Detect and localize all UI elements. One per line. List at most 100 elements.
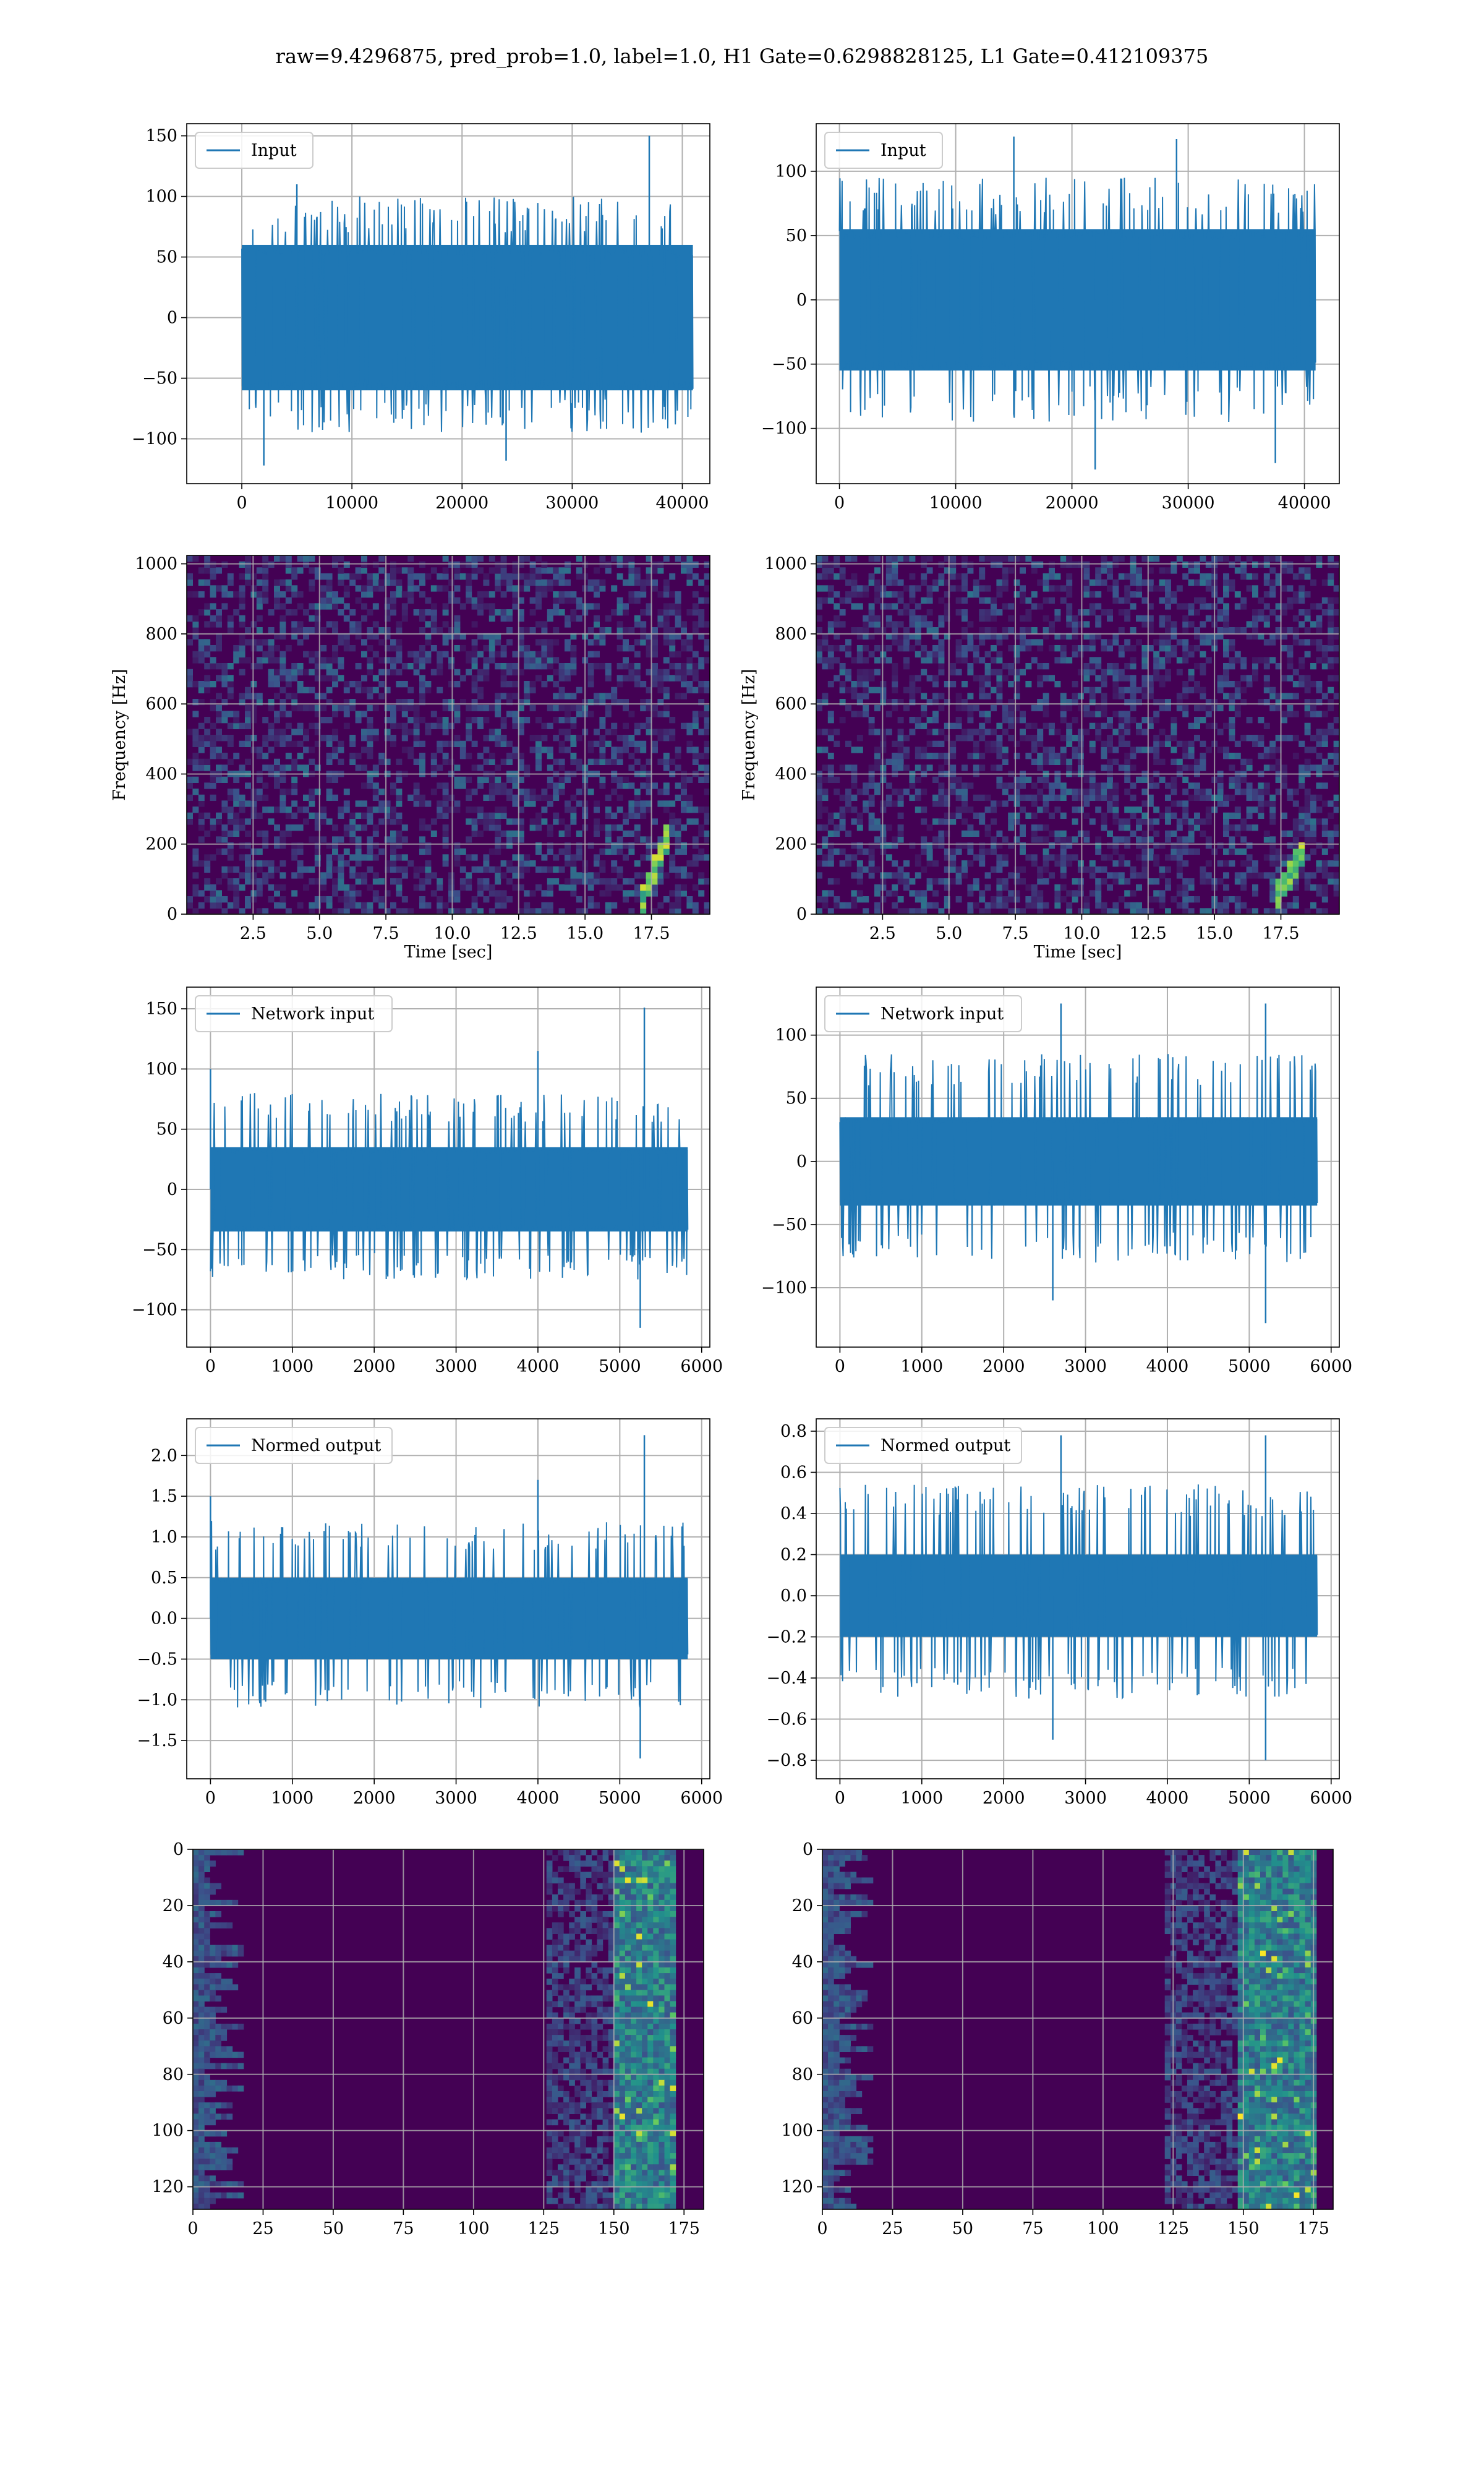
spec-l1-cell [1130, 561, 1136, 568]
spec-h1-cell [384, 818, 391, 825]
spec-h1-cell [495, 711, 501, 717]
spec-l1-cell [1112, 800, 1119, 807]
spec-l1-cell [938, 615, 945, 622]
spec-h1-cell [187, 902, 193, 909]
spec-l1-cell [1275, 789, 1282, 795]
spec-h1-ytick-label: 0 [167, 905, 177, 924]
spec-l1-cell [1043, 800, 1049, 807]
spec-h1-cell [616, 753, 623, 760]
spec-l1-cell [1002, 704, 1009, 711]
spec-l1-cell [1095, 615, 1102, 622]
spec-l1-cell [897, 896, 904, 903]
spec-h1-cell [192, 872, 199, 879]
spec-h1-cell [343, 585, 350, 592]
spec-h1-cell [372, 573, 379, 580]
spec-h1-cell [512, 651, 519, 657]
spec-h1-cell [704, 807, 710, 813]
spec-l1-cell [1089, 639, 1096, 646]
spec-h1-cell [210, 681, 216, 688]
spec-h1-cell [675, 884, 681, 891]
spec-l1-cell [827, 561, 834, 568]
spec-h1-cell [396, 669, 403, 675]
spec-h1-cell [268, 609, 275, 616]
spec-h1-cell [390, 717, 396, 724]
spec-h1-cell [657, 758, 664, 765]
spec-l1-cell [1112, 807, 1119, 813]
spec-l1-cell [868, 848, 875, 855]
spec-h1-cell [437, 902, 443, 909]
spec-l1-cell [885, 567, 892, 574]
spec-h1-cell [466, 789, 472, 795]
spec-h1-cell [326, 585, 333, 592]
spec-h1-cell [355, 711, 362, 717]
spec-h1-cell [611, 609, 618, 616]
spec-h1-cell [611, 585, 618, 592]
spec-h1-cell [303, 609, 309, 616]
spec-h1-cell [291, 800, 298, 807]
spec-l1-cell [827, 830, 834, 837]
spec-h1-cell [227, 663, 234, 670]
spec-l1-cell [950, 567, 957, 574]
spec-l1-cell [827, 842, 834, 849]
spec-l1-cell [1153, 747, 1160, 753]
spec-l1-cell [1165, 812, 1171, 819]
spec-l1-cell [1275, 758, 1282, 765]
spec-l1-cell [1066, 579, 1073, 586]
spec-h1-cell [488, 890, 495, 897]
spec-l1-cell [991, 687, 997, 693]
spec-l1-cell [1066, 609, 1073, 616]
spec-l1-cell [1316, 735, 1323, 742]
spec-l1-cell [1008, 663, 1015, 670]
spec-l1-cell [1124, 591, 1131, 598]
spec-l1-cell [1054, 753, 1061, 760]
spec-l1-cell [1287, 567, 1294, 574]
spec-l1-cell [892, 753, 898, 760]
spec-h1-cell [570, 633, 577, 640]
spec-h1-cell [245, 758, 251, 765]
spec-h1-cell [529, 579, 536, 586]
spec-l1-cell [1188, 830, 1195, 837]
spec-l1-cell [932, 675, 939, 682]
spec-h1-cell [488, 908, 495, 914]
spec-h1-cell [541, 807, 548, 813]
spec-l1-cell [1287, 794, 1294, 801]
spec-h1-cell [454, 908, 461, 914]
spec-h1-cell [477, 704, 484, 711]
spec-l1-cell [1141, 663, 1148, 670]
spec-h1-cell [279, 711, 286, 717]
spec-h1-cell [332, 627, 338, 634]
spec-h1-cell [279, 807, 286, 813]
spec-h1-cell [338, 884, 344, 891]
spec-l1-cell [1107, 908, 1113, 914]
spec-l1-cell [1013, 740, 1020, 747]
spec-l1-cell [903, 764, 910, 771]
spec-h1-cell [599, 860, 606, 867]
spec-h1-cell [616, 627, 623, 634]
spec-l1-cell [1066, 908, 1073, 914]
spec-l1-cell [1130, 603, 1136, 610]
spec-l1-cell [979, 675, 986, 682]
spec-l1-cell [944, 567, 950, 574]
spec-l1-cell [1020, 591, 1026, 598]
spec-l1-cell [827, 860, 834, 867]
spec-h1-cell [332, 824, 338, 831]
spec-l1-cell [1275, 908, 1282, 914]
spec-l1-cell [1008, 704, 1015, 711]
spec-l1-cell [1223, 603, 1229, 610]
spec-l1-cell [822, 807, 829, 813]
spec-h1-cell [274, 657, 280, 664]
spec-h1-ytick-label: 600 [145, 695, 177, 714]
spec-h1-cell [332, 681, 338, 688]
spec-l1-cell [1089, 591, 1096, 598]
spec-h1-cell [303, 669, 309, 675]
spec-l1-cell [1124, 699, 1131, 706]
spec-l1-cell [950, 740, 957, 747]
spec-h1-cell [506, 836, 513, 843]
spec-l1-cell [1217, 627, 1224, 634]
spec-h1-cell [291, 609, 298, 616]
spec-h1-cell [338, 896, 344, 903]
spec-l1-cell [1246, 908, 1253, 914]
spec-l1-cell [1008, 794, 1015, 801]
spec-l1-cell [1292, 884, 1299, 891]
spec-l1-cell [1147, 794, 1154, 801]
